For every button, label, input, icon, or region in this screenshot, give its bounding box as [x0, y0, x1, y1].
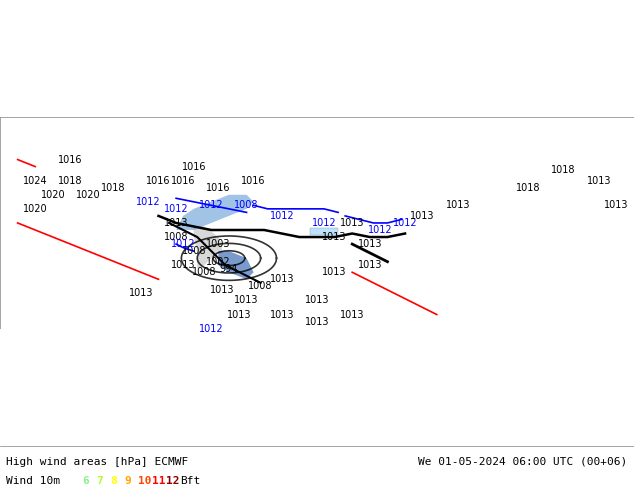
- Text: 1008: 1008: [249, 281, 273, 292]
- Text: 1013: 1013: [129, 289, 153, 298]
- Text: 1008: 1008: [192, 267, 217, 277]
- Text: 1013: 1013: [446, 200, 470, 210]
- Text: 1012: 1012: [199, 323, 224, 334]
- Text: Bft: Bft: [180, 476, 200, 486]
- Text: 1016: 1016: [181, 162, 206, 172]
- Text: 1020: 1020: [41, 190, 65, 200]
- Text: 1003: 1003: [206, 239, 231, 249]
- Text: 1016: 1016: [58, 154, 82, 165]
- Text: 1012: 1012: [164, 204, 188, 214]
- Text: 1013: 1013: [410, 211, 435, 221]
- Text: 9: 9: [124, 476, 131, 486]
- Text: 1018: 1018: [552, 165, 576, 175]
- Text: 1008: 1008: [235, 200, 259, 210]
- Text: 12: 12: [166, 476, 179, 486]
- Text: 994: 994: [220, 264, 238, 274]
- Text: 7: 7: [96, 476, 103, 486]
- Text: High wind areas [hPa] ECMWF: High wind areas [hPa] ECMWF: [6, 457, 188, 467]
- Text: 1013: 1013: [586, 176, 611, 186]
- Text: 1018: 1018: [100, 183, 125, 193]
- Text: 1013: 1013: [269, 310, 294, 319]
- Text: 1024: 1024: [23, 176, 48, 186]
- Text: 1013: 1013: [604, 200, 629, 210]
- Text: 1008: 1008: [181, 246, 206, 256]
- Text: 1013: 1013: [227, 310, 252, 319]
- Text: 1013: 1013: [235, 295, 259, 305]
- Text: 1013: 1013: [305, 317, 329, 326]
- Polygon shape: [310, 228, 338, 235]
- Text: 1016: 1016: [206, 183, 231, 193]
- Text: 1013: 1013: [171, 260, 195, 270]
- Text: 1016: 1016: [242, 176, 266, 186]
- Text: 1012: 1012: [368, 225, 392, 235]
- Text: 1012: 1012: [171, 239, 195, 249]
- Text: 1016: 1016: [146, 176, 171, 186]
- Text: 1002: 1002: [206, 257, 231, 267]
- Text: 1013: 1013: [340, 310, 365, 319]
- Text: 1008: 1008: [164, 232, 188, 242]
- Text: 1012: 1012: [136, 197, 160, 207]
- Text: 10: 10: [138, 476, 152, 486]
- Text: 11: 11: [152, 476, 165, 486]
- Text: 1012: 1012: [269, 211, 294, 221]
- Text: 6: 6: [82, 476, 89, 486]
- Text: 1012: 1012: [199, 200, 224, 210]
- Text: 1018: 1018: [58, 176, 82, 186]
- Text: 1013: 1013: [164, 218, 188, 228]
- Text: 1016: 1016: [171, 176, 195, 186]
- Text: 1013: 1013: [358, 260, 382, 270]
- Text: We 01-05-2024 06:00 UTC (00+06): We 01-05-2024 06:00 UTC (00+06): [418, 457, 628, 467]
- Text: 1020: 1020: [75, 190, 100, 200]
- Text: 1013: 1013: [305, 295, 329, 305]
- Text: 1013: 1013: [358, 239, 382, 249]
- Text: 1012: 1012: [312, 218, 337, 228]
- Polygon shape: [176, 195, 254, 230]
- Text: 8: 8: [110, 476, 117, 486]
- Text: 1013: 1013: [340, 218, 365, 228]
- Text: 1013: 1013: [210, 285, 234, 295]
- Text: 1013: 1013: [322, 267, 347, 277]
- Text: 1018: 1018: [516, 183, 541, 193]
- Text: 1020: 1020: [23, 204, 48, 214]
- Text: 1013: 1013: [322, 232, 347, 242]
- Text: Wind 10m: Wind 10m: [6, 476, 60, 486]
- Polygon shape: [194, 226, 222, 269]
- Polygon shape: [218, 251, 254, 279]
- Text: 1012: 1012: [392, 218, 417, 228]
- Text: 1013: 1013: [269, 274, 294, 284]
